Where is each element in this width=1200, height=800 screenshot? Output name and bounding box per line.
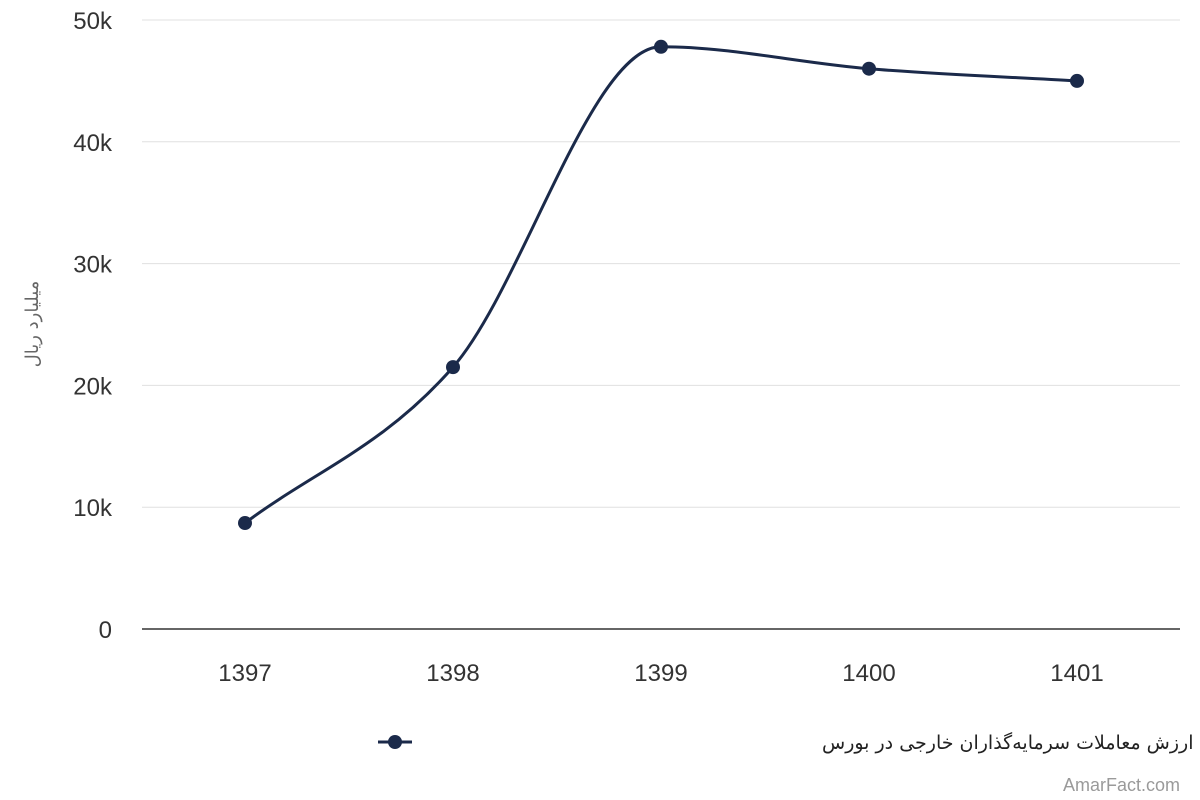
y-tick-label: 0 — [99, 617, 112, 644]
data-point-marker[interactable] — [238, 516, 252, 531]
x-tick-label: 1398 — [426, 660, 479, 687]
data-point-marker[interactable] — [654, 39, 668, 54]
y-tick-label: 40k — [73, 130, 113, 157]
y-tick-label: 20k — [73, 373, 113, 400]
y-tick-label: 30k — [73, 252, 113, 279]
y-tick-label: 10k — [73, 495, 113, 522]
legend[interactable]: ارزش معاملات سرمایه‌گذاران خارجی در بورس — [378, 731, 1194, 754]
grid — [142, 19, 1180, 508]
x-tick-label: 1400 — [842, 660, 895, 687]
watermark: AmarFact.com — [1063, 775, 1180, 795]
x-tick-label: 1401 — [1050, 660, 1103, 687]
series-line[interactable] — [243, 45, 1079, 525]
y-axis-title: میلیارد ریال — [22, 281, 43, 368]
data-point-marker[interactable] — [1070, 73, 1084, 88]
y-tick-label: 50k — [73, 8, 113, 35]
data-point-marker[interactable] — [862, 61, 876, 76]
data-point-marker[interactable] — [446, 360, 460, 375]
y-axis-ticks: 0 10k 20k 30k 40k 50k — [73, 8, 113, 644]
x-tick-label: 1397 — [218, 660, 271, 687]
legend-series-label[interactable]: ارزش معاملات سرمایه‌گذاران خارجی در بورس — [822, 731, 1194, 754]
x-tick-label: 1399 — [634, 660, 687, 687]
legend-marker-symbol — [388, 735, 402, 749]
series-group — [238, 39, 1084, 531]
x-axis-ticks: 1397 1398 1399 1400 1401 — [218, 660, 1103, 687]
